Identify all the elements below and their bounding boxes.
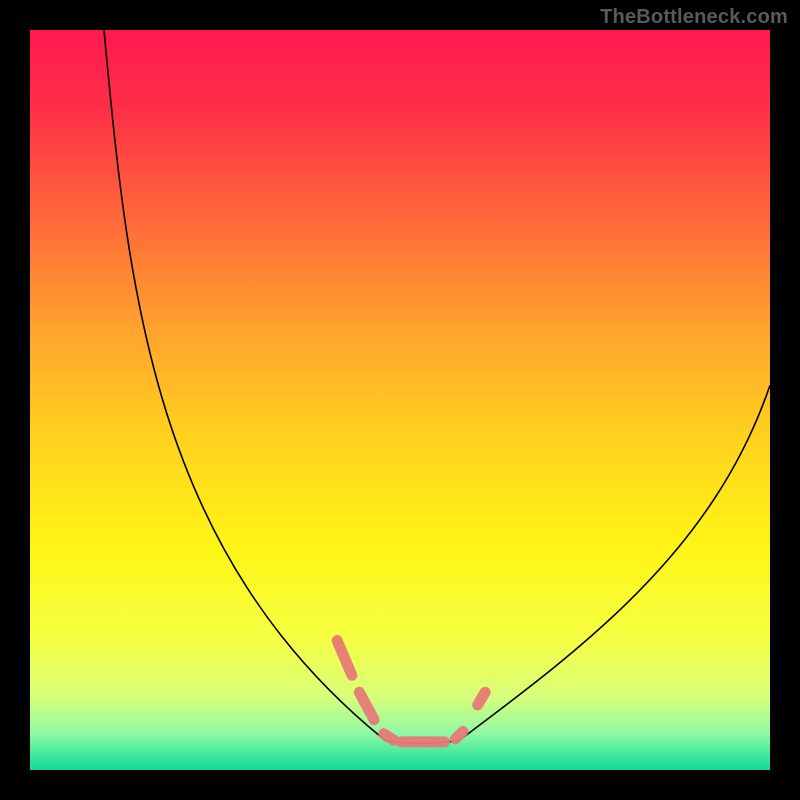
highlight-segment <box>384 734 394 741</box>
highlight-segment <box>478 692 485 705</box>
watermark-text: TheBottleneck.com <box>600 6 788 29</box>
highlight-segment <box>456 732 463 739</box>
chart-gradient-bg <box>30 30 770 770</box>
